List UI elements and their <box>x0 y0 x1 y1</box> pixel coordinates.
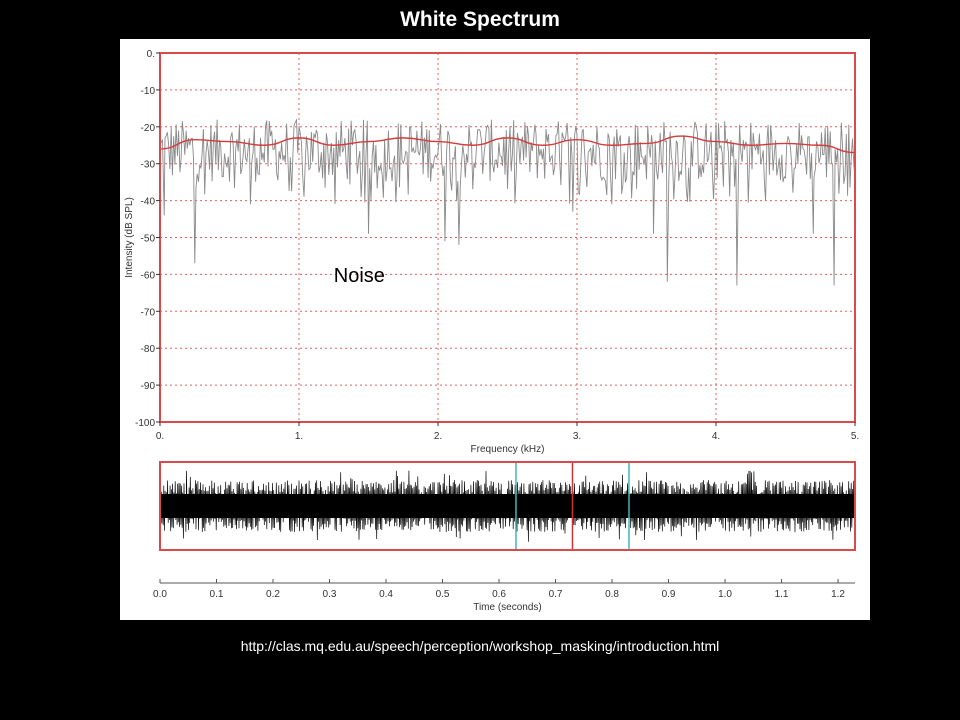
spectrum-y-tick-label: -50 <box>141 234 156 245</box>
waveform-x-tick-label: 0.8 <box>605 589 619 600</box>
waveform-x-tick-label: 0.9 <box>662 589 676 600</box>
spectrum-y-axis-label: Intensity (dB SPL) <box>124 197 135 278</box>
spectrum-raw-trace <box>159 118 856 286</box>
waveform-x-tick-labels: 0.0 0.1 0.2 0.3 0.4 0.5 0.6 0.7 0.8 0.9 1.0 1.1 1.2 <box>153 579 845 600</box>
spectrum-y-tick-label: -70 <box>141 307 156 318</box>
waveform-chart: 0.0 0.1 0.2 0.3 0.4 0.5 0.6 0.7 0.8 0.9 1.0 1.1 1.2 … <box>153 461 856 613</box>
waveform-x-tick-label: 0.2 <box>266 589 280 600</box>
spectrum-x-tick-label: 2. <box>434 431 442 442</box>
spectrum-y-tick-label: -60 <box>141 270 156 281</box>
spectrum-x-tick-label: 1. <box>295 431 303 442</box>
spectrum-envelope-line <box>159 135 856 154</box>
figure-svg: 0. -10 -20 -30 -40 -50 -60 -70 -80 -90 -100 0. 1. 2.… <box>124 49 859 613</box>
waveform-x-tick-label: 0.0 <box>153 589 167 600</box>
spectrum-envelope <box>159 135 856 154</box>
waveform-x-axis-label: Time (seconds) <box>473 602 542 613</box>
spectrum-x-tick-label: 0. <box>156 431 164 442</box>
spectrum-raw-line <box>159 118 856 286</box>
spectrum-x-tick-label: 5. <box>851 431 859 442</box>
spectrum-y-tick-labels: 0. -10 -20 -30 -40 -50 -60 -70 -80 -90 -100 <box>135 49 160 429</box>
waveform-x-tick-label: 1.2 <box>831 589 845 600</box>
spectrum-y-tick-label: -40 <box>141 197 156 208</box>
spectrum-y-tick-label: -80 <box>141 344 156 355</box>
figure-panel: 0. -10 -20 -30 -40 -50 -60 -70 -80 -90 -100 0. 1. 2.… <box>120 39 870 620</box>
spectrum-y-tick-label: -30 <box>141 160 156 171</box>
noise-annotation: Noise <box>334 265 385 287</box>
waveform-x-tick-label: 0.1 <box>210 589 224 600</box>
waveform-core <box>160 494 855 518</box>
waveform-x-tick-label: 0.3 <box>323 589 337 600</box>
waveform-x-tick-label: 1.0 <box>718 589 732 600</box>
waveform-x-tick-label: 0.6 <box>492 589 506 600</box>
waveform-frame <box>159 461 856 551</box>
spectrum-x-tick-label: 4. <box>712 431 720 442</box>
spectrum-grid <box>160 53 855 422</box>
waveform-markers <box>515 462 630 550</box>
spectrum-x-axis-label: Frequency (kHz) <box>471 444 545 455</box>
slide-title: White Spectrum <box>400 8 560 31</box>
waveform-trace <box>159 470 856 542</box>
spectrum-y-tick-label: -20 <box>141 123 156 134</box>
spectrum-x-tick-label: 3. <box>573 431 581 442</box>
waveform-x-tick-label: 0.5 <box>436 589 450 600</box>
waveform-x-tick-label: 1.1 <box>775 589 789 600</box>
spectrum-y-tick-label: -90 <box>141 381 156 392</box>
waveform-x-tick-label: 0.7 <box>549 589 563 600</box>
source-url: http://clas.mq.edu.au/speech/perception/… <box>240 638 720 654</box>
spectrum-x-tick-labels: 0. 1. 2. 3. 4. 5. <box>156 422 859 442</box>
spectrum-y-tick-label: -100 <box>135 418 155 429</box>
waveform-x-tick-label: 0.4 <box>379 589 393 600</box>
spectrum-y-tick-label: -10 <box>141 86 156 97</box>
spectrum-chart: 0. -10 -20 -30 -40 -50 -60 -70 -80 -90 -100 0. 1. 2.… <box>124 49 859 455</box>
spectrum-y-tick-label: 0. <box>147 49 155 60</box>
